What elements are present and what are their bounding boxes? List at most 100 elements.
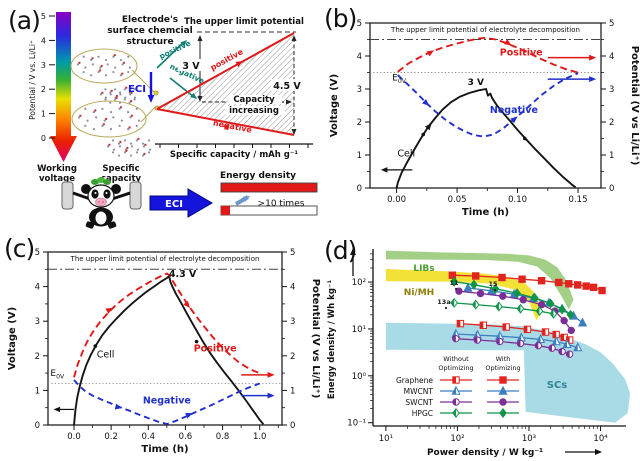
y-tick: 0 [35,421,40,431]
capacity-label: increasing [229,106,279,116]
x-tick: 0.2 [104,432,118,442]
y-tick: 0 [290,421,295,431]
legend-label-hpgc: HPGC [412,409,433,418]
ten-times-label: >10 times [258,199,305,209]
v3-label: 3 V [182,61,200,72]
molecule-sketch [71,100,147,138]
curve-label-Positive: Positive [500,47,543,58]
scale-tick: 1 [41,110,46,119]
x-tick: 10³ [522,434,536,444]
ylabel-left: Voltage (V) [329,74,340,137]
y-tick: 5 [609,19,614,29]
curve-label-Negative: Negative [143,396,191,407]
electrode-structure-label: Electrode's [122,15,178,25]
scale-tick: 0 [41,134,46,143]
panel-a-label: (a) [8,6,41,35]
curve-label-Negative: Negative [490,105,538,116]
region-label-nimh: Ni/MH [404,288,434,298]
panel-a-diagram: 5 4 3 2 1 0 Potential / V vs. Li/Li⁺ Electrode'… [28,12,318,229]
capacity-label: Capacity [233,95,275,105]
x-tick: 10¹ [379,434,393,444]
diagram-a: 5 4 3 2 1 0 Potential / V vs. Li/Li⁺ Electrode'… [28,12,318,229]
x-tick: 0.4 [142,432,156,442]
annotation-13a: 13a [437,298,450,306]
ylabel-right: Potential (V vs Li/Li⁺) [629,46,640,166]
panel-d-chart: 10¹ 10² 10³ 10⁴ 10⁻¹ 10⁰ 10¹ 10² LIBs Ni/MH SCs 11 1… [327,248,631,458]
specific-capacity-label: Specific [102,164,139,174]
y-tick: 5 [357,19,362,29]
y-tick: 5 [290,248,295,258]
energy-density-bars: Energy density >10 times [220,171,318,216]
x-tick: 1.0 [253,432,267,442]
series-positive [73,272,261,378]
xlabel: Power density / W kg⁻¹ [427,448,543,458]
potential-scale: 5 4 3 2 1 0 Potential / V vs. Li/Li⁺ [28,12,77,162]
x-tick: 10² [450,434,464,444]
y-tick: 2 [357,118,362,128]
series-mwcnt-without [451,328,583,352]
ylabel: Energy density / Wh kg⁻¹ [327,280,337,400]
mascot-weightlifter [61,177,142,229]
y-tick: 0 [609,184,614,194]
eci-label: ECI [128,84,146,95]
y-tick: 10⁰ [352,372,367,382]
series-hpgc-with [450,276,575,320]
ylabel-right: Potential (V vs Li/Li⁺) [310,279,320,399]
series-swcnt-without [452,334,574,358]
legend-header: Without [443,355,469,363]
y-tick: 4 [290,283,295,293]
legend-label-mwcnt: MWCNT [404,387,434,396]
y-tick: 2 [609,118,614,128]
y-tick: 3 [290,317,295,327]
scale-tick: 4 [41,36,46,45]
y-tick: 10² [352,278,366,288]
series-cell [395,88,577,189]
specific-capacity-label: capacity [101,174,142,184]
series-graphene-with [448,271,606,295]
y-tick: 0 [357,184,362,194]
scale-tick: 3 [41,61,46,70]
panel-c-label: (c) [4,234,35,263]
energy-density-label: Energy density [220,171,296,181]
x-tick: 0.10 [508,195,527,205]
y-tick: 4 [35,283,40,293]
scale-tick: 5 [41,12,46,21]
region-label-libs: LIBs [413,264,434,274]
plot-c: 0 0 1 1 2 2 3 3 4 4 5 5 0.0 0.2 0.4 0.6 0.8 1.0 The upper … [7,248,320,455]
eci-block-label: ECI [165,199,183,210]
series-graphene-without [456,319,574,344]
curve-label-Positive: Positive [194,344,237,355]
annotation-11: 11 [449,279,459,287]
upper-limit-label: The upper limit potential [184,17,304,27]
panel-d-label: (d) [324,236,357,265]
x-tick: 0.00 [387,195,406,205]
xlabel: Time (h) [462,207,509,218]
molecule-sketch [106,137,152,157]
scale-axis-label: Potential / V vs. Li/Li⁺ [28,40,37,120]
y-tick: 1 [290,386,295,396]
series-cell [73,275,265,426]
series-hpgc-without [450,297,558,319]
molecule-sketch [70,48,138,84]
panel-b-chart: 0 0 1 1 2 2 3 3 4 4 5 5 0.00 0.05 0.10 0.15 The upper li… [329,19,640,218]
y-tick: 10¹ [352,325,366,335]
x-tick: 10⁴ [593,434,608,444]
series-positive [397,36,579,74]
legend-label-graphene: Graphene [396,376,433,385]
region-scs [385,322,631,423]
series-swcnt-with [455,287,575,335]
region-libs [385,250,574,310]
y-tick: 3 [35,317,40,327]
y-tick: 3 [609,85,614,95]
curve-label-Cell: Cell [97,350,115,361]
x-tick: 0.8 [216,432,230,442]
y-tick: 5 [35,248,40,258]
x-tick: 0.05 [448,195,467,205]
v45-label: 4.5 V [273,81,301,92]
eci-block-arrow: ECI [149,188,213,218]
curve-label-4.3V: 4.3 V [169,269,197,280]
y-tick: 2 [35,352,40,362]
molecule-sketch [99,86,137,104]
y-tick: 1 [35,386,40,396]
